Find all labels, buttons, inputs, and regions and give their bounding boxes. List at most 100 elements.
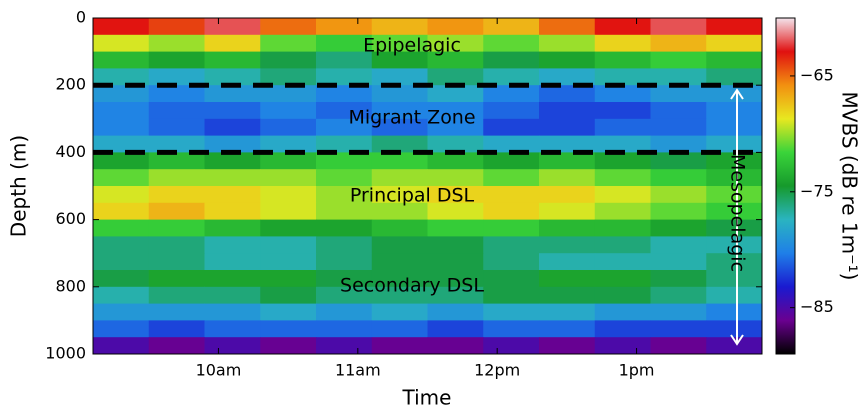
cell xyxy=(539,270,596,288)
cell xyxy=(650,68,707,86)
cell xyxy=(148,34,205,53)
cell xyxy=(539,236,596,254)
annotation: Secondary DSL xyxy=(340,275,484,297)
cell xyxy=(427,18,484,36)
cell xyxy=(594,152,651,170)
cell xyxy=(594,219,651,237)
cell xyxy=(148,337,205,355)
cell xyxy=(93,135,150,153)
cell xyxy=(539,18,596,36)
cell xyxy=(706,286,763,305)
cell xyxy=(483,286,540,305)
cell xyxy=(483,152,540,170)
cell xyxy=(204,18,261,36)
cell xyxy=(260,186,317,204)
cell xyxy=(204,135,261,153)
cell xyxy=(650,286,707,305)
colorbar xyxy=(775,17,796,355)
cell xyxy=(316,51,373,69)
cell xyxy=(260,303,317,321)
annotation: Principal DSL xyxy=(350,185,475,207)
cell xyxy=(483,68,540,86)
cell xyxy=(483,236,540,254)
cell xyxy=(594,286,651,305)
cell xyxy=(706,236,763,254)
cell xyxy=(316,18,373,36)
cell xyxy=(93,253,150,271)
cell xyxy=(650,270,707,288)
cell xyxy=(316,85,373,103)
cell xyxy=(260,286,317,305)
cell xyxy=(594,202,651,221)
annotation: Migrant Zone xyxy=(348,107,475,129)
cell xyxy=(148,135,205,153)
cell xyxy=(371,337,428,355)
cell xyxy=(260,102,317,120)
x-axis-label: Time xyxy=(402,386,452,410)
cell xyxy=(706,152,763,170)
cell xyxy=(427,219,484,237)
cell xyxy=(594,186,651,204)
cell xyxy=(260,68,317,86)
cell xyxy=(427,320,484,338)
cell xyxy=(371,152,428,170)
arrow-head xyxy=(730,334,744,346)
cell xyxy=(260,152,317,170)
cell xyxy=(539,303,596,321)
cell xyxy=(204,303,261,321)
cell xyxy=(539,337,596,355)
cell xyxy=(316,118,373,137)
cell xyxy=(93,320,150,338)
cell xyxy=(706,303,763,321)
cell xyxy=(316,253,373,271)
cell xyxy=(93,337,150,355)
cell xyxy=(148,169,205,187)
colorbar-tick-label: −65 xyxy=(800,65,834,84)
cell xyxy=(706,337,763,355)
cell xyxy=(706,202,763,221)
cell xyxy=(371,68,428,86)
cell xyxy=(427,236,484,254)
x-tick-label: 10am xyxy=(196,361,242,380)
cell xyxy=(483,320,540,338)
cell xyxy=(594,102,651,120)
cell xyxy=(539,219,596,237)
cell xyxy=(650,320,707,338)
cell xyxy=(650,152,707,170)
y-tick-label: 600 xyxy=(55,209,86,228)
cell xyxy=(204,118,261,137)
cell xyxy=(260,18,317,36)
cell xyxy=(316,337,373,355)
y-tick-label: 800 xyxy=(55,276,86,295)
cell xyxy=(483,85,540,103)
cell xyxy=(427,253,484,271)
cell xyxy=(483,135,540,153)
cell xyxy=(148,51,205,69)
cell xyxy=(316,320,373,338)
cell xyxy=(371,34,428,53)
cell xyxy=(483,186,540,204)
cell xyxy=(316,270,373,288)
cell xyxy=(706,320,763,338)
cell xyxy=(93,152,150,170)
cell xyxy=(260,219,317,237)
cell xyxy=(204,236,261,254)
x-tick-label: 12pm xyxy=(474,361,520,380)
cell xyxy=(650,303,707,321)
cell xyxy=(371,286,428,305)
cell xyxy=(204,68,261,86)
cell xyxy=(148,202,205,221)
cell xyxy=(316,152,373,170)
cell xyxy=(539,68,596,86)
cell xyxy=(204,253,261,271)
cell xyxy=(483,337,540,355)
cell xyxy=(93,34,150,53)
cell xyxy=(316,135,373,153)
cell xyxy=(371,320,428,338)
cell xyxy=(93,51,150,69)
cell xyxy=(204,34,261,53)
cell xyxy=(316,236,373,254)
cell xyxy=(371,18,428,36)
cell xyxy=(594,270,651,288)
cell xyxy=(706,102,763,120)
